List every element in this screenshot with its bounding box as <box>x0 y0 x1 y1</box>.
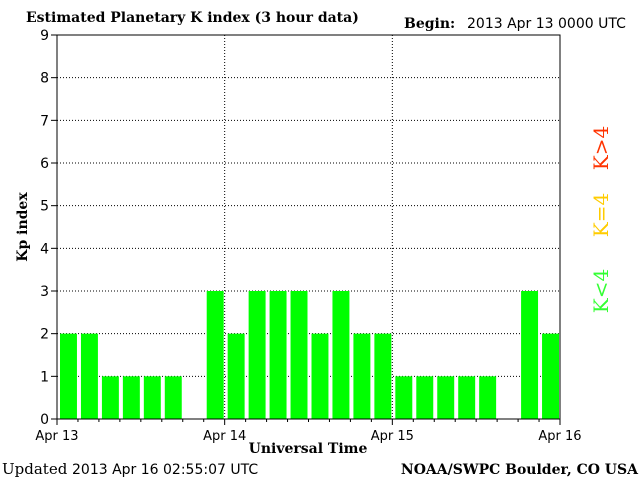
kp-bar-19 <box>458 376 476 419</box>
kp-bar-0 <box>60 333 77 419</box>
y-tick-label-8: 8 <box>40 71 49 87</box>
plot-frame <box>56 34 561 420</box>
kp-bar-17 <box>416 376 434 419</box>
kp-bar-1 <box>80 333 98 419</box>
x-tick-label-3: Apr 16 <box>538 429 581 444</box>
legend-k-less-4: K<4 <box>589 269 613 313</box>
kp-bar-18 <box>437 376 455 419</box>
kp-bar-3 <box>122 376 140 419</box>
updated-value: 2013 Apr 16 02:55:07 UTC <box>72 462 258 478</box>
updated-label: Updated <box>2 460 68 478</box>
y-tick-label-4: 4 <box>40 241 49 257</box>
kp-bar-20 <box>479 376 497 419</box>
y-tick-label-6: 6 <box>40 156 49 172</box>
kp-bar-8 <box>227 333 245 419</box>
x-tick-label-2: Apr 15 <box>371 429 414 444</box>
begin-label: Begin: <box>404 16 455 32</box>
kp-bar-13 <box>332 291 350 419</box>
kp-bar-2 <box>101 376 119 419</box>
kp-bar-16 <box>395 376 413 419</box>
kp-bar-14 <box>353 333 371 419</box>
legend-k-greater-4: K>4 <box>589 126 613 170</box>
x-tick-label-1: Apr 14 <box>203 429 246 444</box>
y-axis-label: Kp index <box>15 192 31 262</box>
y-tick-label-7: 7 <box>40 113 49 129</box>
y-tick-label-9: 9 <box>40 28 49 44</box>
y-tick-label-1: 1 <box>40 369 49 385</box>
kp-bar-10 <box>269 291 287 419</box>
kp-bar-5 <box>164 376 182 419</box>
kp-bar-9 <box>248 291 266 419</box>
kp-bar-15 <box>374 333 392 419</box>
x-axis-label: Universal Time <box>249 441 368 457</box>
chart-title: Estimated Planetary K index (3 hour data… <box>26 10 359 26</box>
kp-bar-7 <box>206 291 224 419</box>
kp-bar-11 <box>290 291 308 419</box>
x-tick-label-0: Apr 13 <box>35 429 78 444</box>
y-tick-label-0: 0 <box>40 412 49 428</box>
y-tick-label-2: 2 <box>40 327 49 343</box>
y-tick-label-3: 3 <box>40 284 49 300</box>
y-tick-label-5: 5 <box>40 199 49 215</box>
legend-k-equal-4: K=4 <box>589 193 613 237</box>
kp-bar-4 <box>143 376 161 419</box>
begin-value: 2013 Apr 13 0000 UTC <box>467 16 626 32</box>
kp-bar-23 <box>542 333 559 419</box>
kp-bar-22 <box>521 291 539 419</box>
kp-bar-12 <box>311 333 329 419</box>
source-credit: NOAA/SWPC Boulder, CO USA <box>401 462 639 478</box>
plot-area: 0 1 2 3 4 5 6 7 8 9 Apr 13 Apr 14 Apr 15 Apr 16 <box>35 28 581 444</box>
